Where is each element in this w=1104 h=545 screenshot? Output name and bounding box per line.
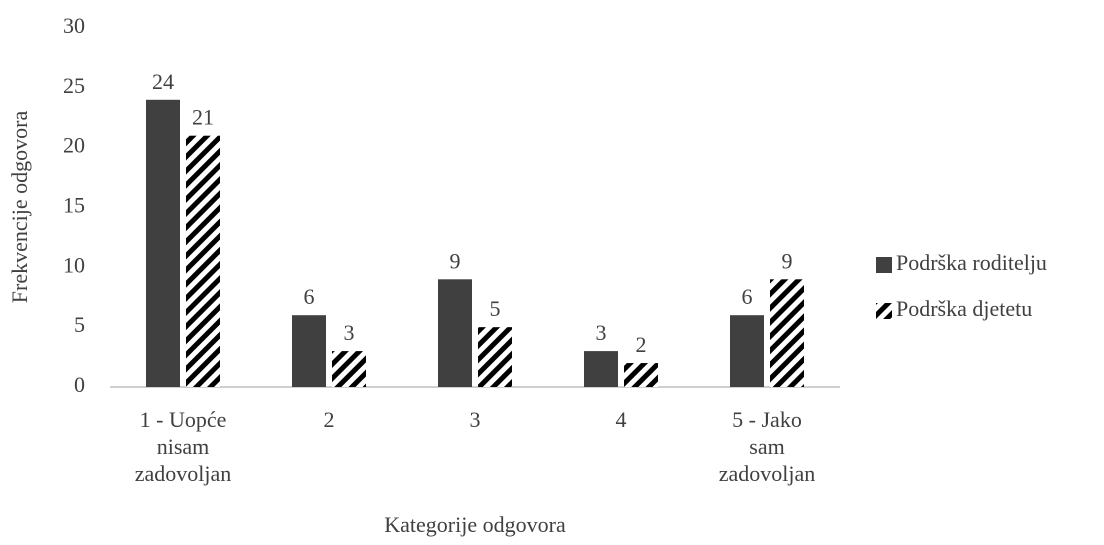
data-label: 5 bbox=[490, 296, 501, 321]
legend-label: Podrška roditelju bbox=[896, 250, 1047, 275]
bar bbox=[730, 315, 764, 387]
legend-swatch bbox=[876, 257, 892, 273]
data-label: 9 bbox=[450, 248, 461, 273]
data-label: 24 bbox=[152, 69, 174, 94]
bar bbox=[438, 279, 472, 387]
y-tick-label: 10 bbox=[63, 252, 85, 277]
x-axis-label: Kategorije odgovora bbox=[384, 512, 566, 537]
data-label: 6 bbox=[304, 284, 315, 309]
x-tick-label: 2 bbox=[324, 407, 335, 432]
y-tick-label: 5 bbox=[74, 312, 85, 337]
bar bbox=[584, 351, 618, 387]
bar bbox=[292, 315, 326, 387]
data-label: 9 bbox=[782, 248, 793, 273]
y-axis-label: Frekvencije odgovora bbox=[7, 111, 32, 304]
y-tick-label: 25 bbox=[63, 73, 85, 98]
x-tick-label: 5 - Jako sam zadovoljan bbox=[719, 407, 816, 486]
bar bbox=[146, 99, 180, 388]
y-tick-label: 30 bbox=[63, 13, 85, 38]
x-tick-label: 3 bbox=[470, 407, 481, 432]
y-tick-label: 20 bbox=[63, 133, 85, 158]
legend-label: Podrška djetetu bbox=[896, 296, 1032, 321]
data-label: 21 bbox=[192, 105, 214, 130]
y-tick-label: 15 bbox=[63, 193, 85, 218]
x-tick-label: 4 bbox=[616, 407, 627, 432]
bar bbox=[624, 363, 658, 387]
data-label: 2 bbox=[636, 332, 647, 357]
data-label: 3 bbox=[596, 320, 607, 345]
bar bbox=[770, 279, 804, 387]
bar bbox=[478, 327, 512, 387]
data-label: 3 bbox=[344, 320, 355, 345]
bar bbox=[332, 351, 366, 387]
y-tick-label: 0 bbox=[74, 372, 85, 397]
x-tick-label: 1 - Uopće nisam zadovoljan bbox=[135, 407, 232, 486]
bar bbox=[186, 135, 220, 387]
data-label: 6 bbox=[742, 284, 753, 309]
legend-swatch bbox=[876, 303, 892, 319]
